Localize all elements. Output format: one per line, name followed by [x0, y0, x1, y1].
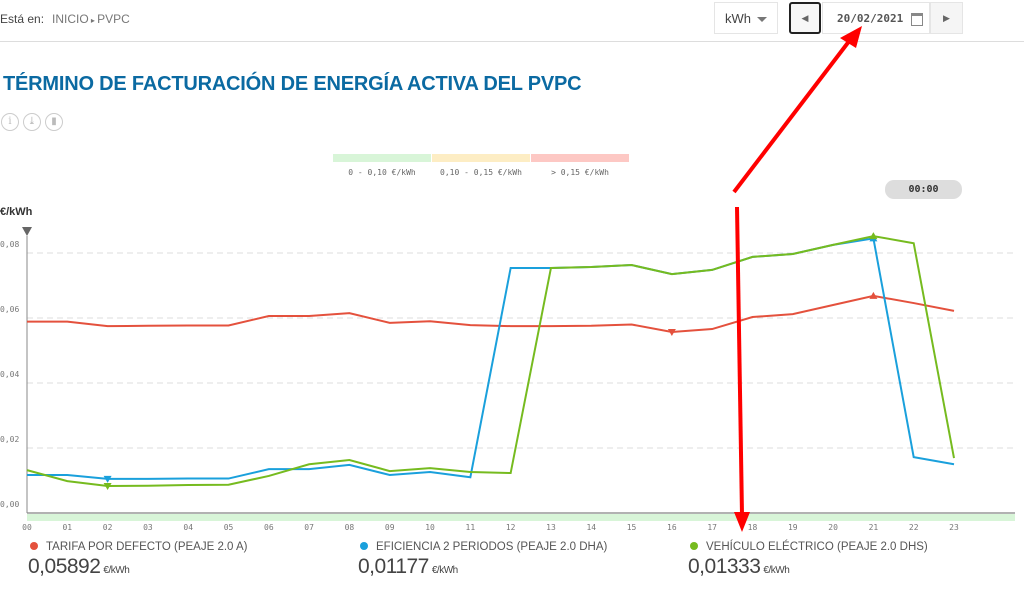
x-tick-label: 07 [304, 523, 314, 532]
breadcrumb-pvpc[interactable]: PVPC [97, 12, 130, 26]
legend-dot [690, 542, 698, 550]
value: 0,01333 [688, 555, 761, 578]
x-tick-label: 13 [546, 523, 556, 532]
x-tick-label: 02 [103, 523, 113, 532]
legend-label: VEHÍCULO ELÉCTRICO (PEAJE 2.0 DHS) [706, 541, 928, 553]
unit-select[interactable]: kWh [714, 2, 778, 34]
x-tick-label: 22 [909, 523, 919, 532]
divider [0, 41, 1024, 42]
x-tick-label: 08 [345, 523, 355, 532]
x-tick-label: 21 [869, 523, 879, 532]
date-input[interactable]: 20/02/2021 [822, 2, 930, 34]
download-icon[interactable]: ⤓ [23, 113, 41, 131]
x-tick-label: 17 [707, 523, 717, 532]
range-mid-swatch [432, 154, 530, 162]
x-tick-label: 15 [627, 523, 637, 532]
current-value: 0,01333 €/kWh [688, 555, 928, 579]
min-marker-icon [103, 475, 112, 483]
x-tick-label: 00 [22, 523, 32, 532]
current-value: 0,05892 €/kWh [28, 555, 248, 579]
page-title: TÉRMINO DE FACTURACIÓN DE ENERGÍA ACTIVA… [3, 73, 582, 95]
min-marker-icon [103, 483, 112, 491]
legend-label: EFICIENCIA 2 PERIODOS (PEAJE 2.0 DHA) [376, 541, 608, 553]
x-tick-label: 10 [425, 523, 435, 532]
prev-icon: ◀ [801, 13, 809, 23]
y-tick-label: 0,02 [0, 435, 19, 444]
chart-icon[interactable]: ▮ [45, 113, 63, 131]
x-tick-label: 05 [224, 523, 234, 532]
y-tick-label: 0,00 [0, 500, 19, 509]
next-day-button[interactable]: ▶ [930, 2, 963, 34]
x-tick-label: 23 [949, 523, 959, 532]
value: 0,01177 [358, 555, 429, 578]
breadcrumb-label: Está en: [0, 12, 45, 26]
x-tick-label: 19 [788, 523, 798, 532]
unit: €/kWh [763, 565, 790, 576]
legend-dot [30, 542, 38, 550]
x-tick-label: 11 [466, 523, 476, 532]
x-tick-label: 04 [183, 523, 193, 532]
x-tick-label: 01 [62, 523, 72, 532]
date-value: 20/02/2021 [837, 12, 904, 25]
series-line [26, 235, 955, 488]
arrow-to-date [732, 38, 852, 194]
calendar-icon[interactable] [911, 13, 923, 26]
range-low-swatch [333, 154, 431, 162]
unit: €/kWh [431, 565, 458, 576]
range-high-swatch [531, 154, 629, 162]
x-tick-label: 03 [143, 523, 153, 532]
time-badge: 00:00 [885, 180, 962, 199]
range-high: > 0,15 €/kWh [531, 154, 629, 177]
legend-dot [360, 542, 368, 550]
range-mid-label: 0,10 - 0,15 €/kWh [440, 168, 522, 177]
current-value: 0,01177 €/kWh [358, 555, 607, 579]
min-marker-icon [667, 328, 676, 336]
breadcrumb-inicio[interactable]: INICIO [52, 12, 89, 26]
y-axis-label: €/kWh [0, 206, 33, 218]
max-marker-icon [869, 291, 878, 299]
y-tick-label: 0,08 [0, 240, 19, 249]
unit-value: kWh [725, 11, 751, 26]
x-axis-band [27, 514, 1015, 521]
legend-vehiculo[interactable]: VEHÍCULO ELÉCTRICO (PEAJE 2.0 DHS) 0,0133… [688, 541, 928, 579]
range-low-label: 0 - 0,10 €/kWh [348, 168, 416, 177]
range-mid: 0,10 - 0,15 €/kWh [432, 154, 530, 177]
max-marker-icon [869, 232, 878, 240]
x-tick-label: 20 [828, 523, 838, 532]
x-tick-label: 12 [506, 523, 516, 532]
series-line [27, 237, 955, 480]
legend-tarifa[interactable]: TARIFA POR DEFECTO (PEAJE 2.0 A) 0,05892 €… [28, 541, 248, 579]
info-icon[interactable]: i [1, 113, 19, 131]
legend-label: TARIFA POR DEFECTO (PEAJE 2.0 A) [46, 541, 248, 553]
x-tick-label: 14 [586, 523, 596, 532]
legend-eficiencia[interactable]: EFICIENCIA 2 PERIODOS (PEAJE 2.0 DHA) 0,0… [358, 541, 607, 579]
unit: €/kWh [103, 565, 130, 576]
next-icon: ▶ [943, 13, 950, 23]
price-chart: €/kWh 0,00 0,02 0,04 0,06 0,08 00 01 02 03 04 05 06 0… [0, 206, 1015, 532]
y-tick-label: 0,04 [0, 370, 19, 379]
y-tick-label: 0,06 [0, 305, 19, 314]
prev-day-button[interactable]: ◀ [789, 2, 821, 34]
chevron-down-icon [757, 17, 767, 22]
value: 0,05892 [28, 555, 101, 578]
range-low: 0 - 0,10 €/kWh [333, 154, 431, 177]
x-tick-label: 18 [748, 523, 758, 532]
range-high-label: > 0,15 €/kWh [551, 168, 609, 177]
breadcrumb: Está en: INICIO ▸ PVPC [0, 12, 130, 26]
cursor-marker-icon [22, 227, 32, 236]
x-tick-label: 16 [667, 523, 677, 532]
x-tick-label: 09 [385, 523, 395, 532]
x-tick-label: 06 [264, 523, 274, 532]
series-line [27, 294, 955, 333]
